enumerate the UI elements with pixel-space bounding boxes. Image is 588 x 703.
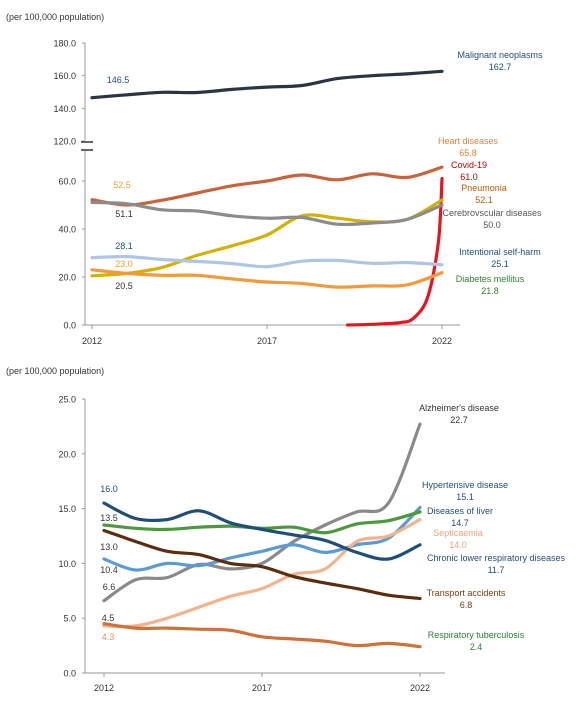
series-name-diseases-of-liver: Diseases of liver	[427, 506, 493, 516]
series-line-alzheimer-s-disease	[102, 422, 422, 603]
end-value-malignant-neoplasms: 162.7	[489, 62, 512, 72]
chart-1: (per 100,000 population) 0.0 20.0 40.0 60.0…	[6, 12, 543, 346]
start-value-hypertensive-disease: 10.4	[100, 565, 118, 575]
start-value-alzheimer-s-disease: 6.6	[103, 582, 116, 592]
start-value-septicaemia: 4.3	[102, 632, 115, 642]
end-value-heart-diseases: 65.8	[459, 148, 477, 158]
end-value-chronic-lower-respiratory-diseases: 11.7	[488, 565, 505, 575]
y-tick-label: 20.0	[58, 449, 76, 459]
start-value-respiratory-tuberculosis: 4.5	[102, 613, 115, 623]
series-line-hypertensive-disease	[102, 505, 422, 572]
y-tick-label: 180.0	[53, 39, 76, 49]
y-tick-label: 5.0	[63, 614, 76, 624]
series-line-septicaemia	[102, 518, 422, 629]
x-tick-label: 2017	[257, 336, 277, 346]
series-line-intentional-self-harm	[90, 254, 444, 269]
start-value-cerebrovscular-diseases: 51.1	[115, 209, 133, 219]
chart-1-labels: Malignant neoplasms 162.7 146.5 Heart disea…	[107, 50, 543, 296]
end-value-pneumonia: 52.1	[475, 195, 493, 205]
end-value-cerebrovscular-diseases: 50.0	[483, 220, 501, 230]
y-tick-label: 15.0	[58, 504, 76, 514]
y-tick-label: 40.0	[58, 225, 76, 235]
y-tick-label: 0.0	[63, 669, 76, 679]
series-name-cerebrovscular-diseases: Cerebrovscular diseases	[442, 208, 542, 218]
series-name-hypertensive-disease: Hypertensive disease	[422, 480, 508, 490]
y-tick-label: 140.0	[53, 104, 76, 114]
series-name-chronic-lower-respiratory-diseases: Chronic lower respiratory diseases	[427, 553, 566, 563]
y-tick-label: 0.0	[63, 321, 76, 331]
chart-2-unit-label: (per 100,000 population)	[6, 366, 104, 376]
x-tick-label: 2017	[252, 683, 272, 693]
series-name-septicaemia: Septicaemia	[433, 528, 483, 538]
start-value-pneumonia: 20.5	[115, 281, 133, 291]
series-name-covid-19: Covid-19	[451, 160, 487, 170]
end-value-transport-accidents: 6.8	[460, 600, 473, 610]
x-tick-label: 2022	[410, 683, 430, 693]
start-value-intentional-self-harm: 28.1	[115, 241, 133, 251]
series-line-malignant-neoplasms	[90, 69, 444, 100]
x-tick-label: 2012	[82, 336, 102, 346]
series-line-respiratory-tuberculosis	[102, 622, 422, 649]
start-value-malignant-neoplasms: 146.5	[107, 75, 130, 85]
chart-1-axes: 0.0 20.0 40.0 60.0 120.0 140.0 160.0 180.0 2012 2…	[53, 39, 460, 346]
end-value-respiratory-tuberculosis: 2.4	[470, 642, 483, 652]
end-value-alzheimer-s-disease: 22.7	[450, 415, 468, 425]
chart-2-axes: 0.0 5.0 10.0 15.0 20.0 25.0 2012 2017 2022	[58, 395, 445, 693]
end-value-intentional-self-harm: 25.1	[491, 259, 509, 269]
chart-2-labels: Alzheimer's disease 22.7 6.6 Hypertensive d…	[100, 403, 565, 652]
end-value-septicaemia: 14.0	[449, 540, 467, 550]
series-name-alzheimer-s-disease: Alzheimer's disease	[419, 403, 499, 413]
y-tick-label: 60.0	[58, 177, 76, 187]
series-name-pneumonia: Pneumonia	[461, 183, 507, 193]
series-name-transport-accidents: Transport accidents	[427, 588, 506, 598]
end-value-diabetes-mellitus: 21.8	[481, 286, 499, 296]
start-value-diseases-of-liver: 13.5	[100, 513, 118, 523]
series-line-heart-diseases	[90, 165, 444, 207]
x-tick-label: 2022	[432, 336, 452, 346]
series-line-diabetes-mellitus	[90, 268, 444, 289]
chart-1-lines	[90, 69, 444, 327]
y-tick-label: 25.0	[58, 395, 76, 405]
y-tick-label: 10.0	[58, 559, 76, 569]
series-name-intentional-self-harm: Intentional self-harm	[459, 247, 541, 257]
start-value-heart-diseases: 52.5	[113, 180, 131, 190]
start-value-transport-accidents: 13.0	[100, 542, 118, 552]
series-name-heart-diseases: Heart diseases	[438, 136, 499, 146]
end-value-hypertensive-disease: 15.1	[456, 492, 474, 502]
series-line-covid-19	[345, 177, 444, 327]
start-value-diabetes-mellitus: 23.0	[115, 259, 133, 269]
end-value-diseases-of-liver: 14.7	[451, 518, 469, 528]
chart-1-unit-label: (per 100,000 population)	[6, 12, 104, 22]
start-value-chronic-lower-respiratory-diseases: 16.0	[100, 484, 118, 494]
chart-2-lines	[102, 422, 422, 649]
series-name-diabetes-mellitus: Diabetes mellitus	[456, 274, 525, 284]
series-line-cerebrovscular-diseases	[90, 200, 444, 227]
y-tick-label: 120.0	[53, 137, 76, 147]
y-tick-label: 20.0	[58, 273, 76, 283]
y-tick-label: 160.0	[53, 71, 76, 81]
series-line-transport-accidents	[102, 528, 422, 601]
series-line-chronic-lower-respiratory-diseases	[102, 501, 422, 561]
end-value-covid-19: 61.0	[460, 172, 478, 182]
x-tick-label: 2012	[94, 683, 114, 693]
series-name-malignant-neoplasms: Malignant neoplasms	[457, 50, 543, 60]
series-name-respiratory-tuberculosis: Respiratory tuberculosis	[428, 630, 525, 640]
chart-2: (per 100,000 population) 0.0 5.0 10.0 15.0 2…	[6, 366, 566, 693]
